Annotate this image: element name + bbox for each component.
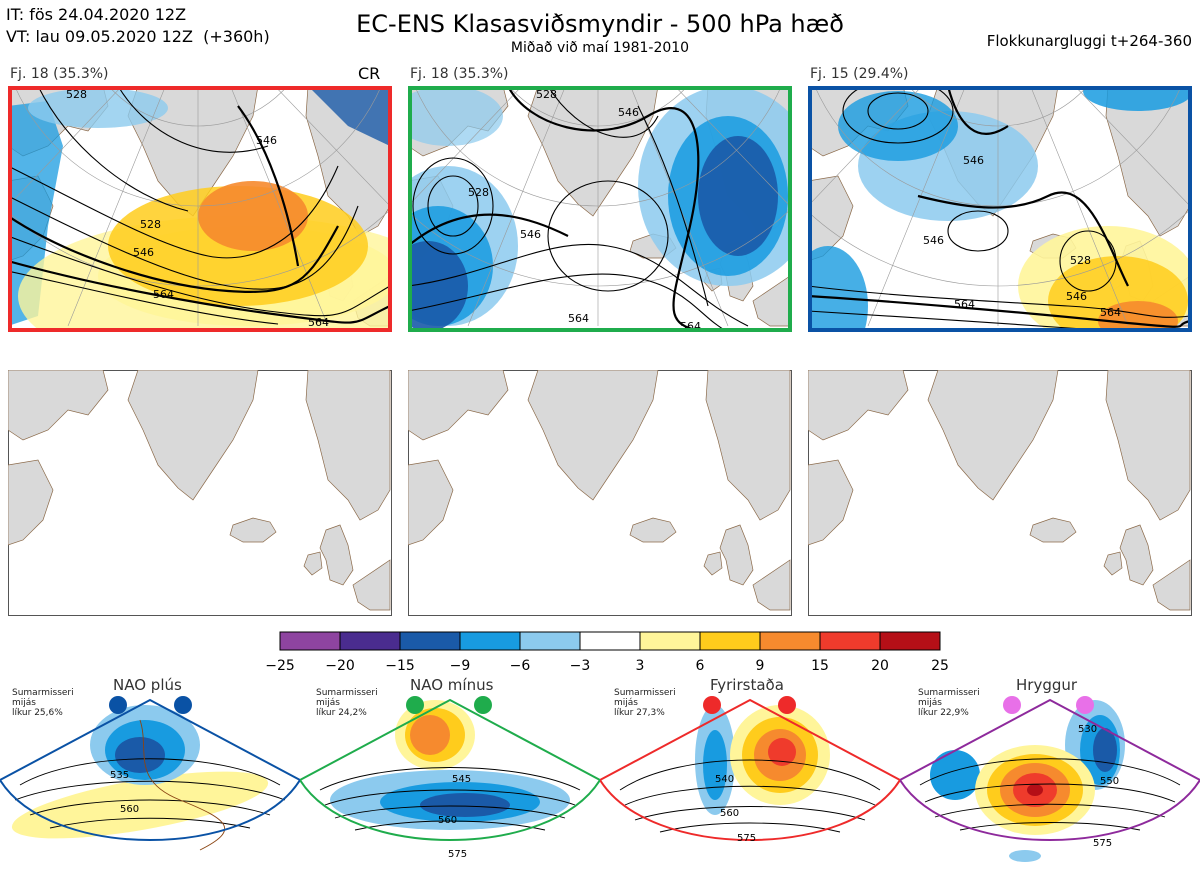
regime-blocking: 540 560 575: [600, 690, 900, 871]
blank-map-3: [808, 370, 1192, 616]
contour-label: 546: [133, 246, 154, 259]
colorbar-tick: −20: [325, 658, 355, 674]
colorbar-tick: −6: [510, 658, 531, 674]
contour-label: 564: [153, 288, 174, 301]
contour-label: 528: [536, 88, 557, 101]
regime-1-info: Sumarmisseri mijás líkur 25,6%: [12, 688, 74, 718]
panel-1-label: Fj. 18 (35.3%): [10, 66, 109, 82]
colorbar-swatch: [699, 631, 761, 651]
contour-label: 564: [1100, 306, 1121, 319]
contour-label: 575: [448, 849, 467, 860]
regime-nao-plus: 535 560: [0, 690, 300, 871]
contour-label: 546: [963, 154, 984, 167]
colorbar-swatch: [879, 631, 941, 651]
regime-4-marker: [1076, 696, 1094, 714]
regime-1-frame: [0, 698, 300, 841]
colorbar-tick: −3: [570, 658, 591, 674]
regime-4-title: Hryggur: [1016, 676, 1078, 694]
colorbar-swatch: [399, 631, 461, 651]
regime-ridge: 530 550 575: [900, 690, 1200, 871]
regime-1-title: NAO plús: [113, 676, 182, 694]
panel-1-frame: [8, 86, 392, 332]
page-title: EC-ENS Klasasviðsmyndir - 500 hPa hæð: [356, 10, 844, 38]
colorbar-swatch: [759, 631, 821, 651]
regime-2-frame: [300, 698, 600, 841]
page-subtitle: Miðað við maí 1981-2010: [510, 40, 690, 56]
regime-3-marker: [778, 696, 796, 714]
regime-2-marker: [406, 696, 424, 714]
window-label: Flokkunargluggi t+264-360: [986, 32, 1192, 50]
regime-nao-minus: 545 560 575: [300, 690, 600, 871]
colorbar-tick: 6: [696, 658, 705, 674]
regime-3-marker: [703, 696, 721, 714]
regime-2-info: Sumarmisseri mijás líkur 24,2%: [316, 688, 378, 718]
colorbar-tick: 3: [636, 658, 645, 674]
colorbar-swatch: [279, 631, 341, 651]
valid-time: VT: lau 09.05.2020 12Z (+360h): [6, 27, 270, 46]
contour-label: 564: [568, 312, 589, 325]
regime-1-marker: [109, 696, 127, 714]
colorbar-tick: −25: [265, 658, 295, 674]
contour-label: 546: [618, 106, 639, 119]
colorbar-swatch: [459, 631, 521, 651]
contour-label: 564: [954, 298, 975, 311]
colorbar-swatch: [639, 631, 701, 651]
contour-label: 575: [737, 833, 756, 844]
init-time: IT: fös 24.04.2020 12Z: [6, 5, 187, 24]
contour-label: 528: [1070, 254, 1091, 267]
contour-label: 528: [468, 186, 489, 199]
contour-label: 546: [520, 228, 541, 241]
colorbar-tick: −15: [385, 658, 415, 674]
contour-label: 560: [120, 804, 139, 815]
regime-4-frame: [900, 698, 1200, 841]
contour-label: 545: [452, 774, 471, 785]
panel-1-badge: CR: [358, 64, 381, 83]
blank-map-1: [8, 370, 392, 616]
regime-4-info: Sumarmisseri mijás líkur 22,9%: [918, 688, 980, 718]
cluster-map-3: 546 546 528 546 564 564: [808, 86, 1192, 332]
regime-3-info: Sumarmisseri mijás líkur 27,3%: [614, 688, 676, 718]
panel-2-frame: [408, 86, 792, 332]
blank-map-2: [408, 370, 792, 616]
colorbar-swatch: [519, 631, 581, 651]
contour-label: 550: [1100, 776, 1119, 787]
contour-label: 575: [1093, 838, 1112, 849]
panel-3-label: Fj. 15 (29.4%): [810, 66, 909, 82]
colorbar: −25 −20 −15 −9 −6 −3 3 6 9 15 20 25: [265, 631, 960, 678]
colorbar-tick: 25: [931, 658, 949, 674]
contour-label: 528: [140, 218, 161, 231]
cluster-map-2: 528 546 546 528 564 564: [408, 86, 792, 332]
colorbar-tick: 15: [811, 658, 829, 674]
contour-label: 530: [1078, 724, 1097, 735]
colorbar-swatch: [819, 631, 881, 651]
panel-2-label: Fj. 18 (35.3%): [410, 66, 509, 82]
cluster-map-1: 546 528 546 564 564 528: [8, 86, 392, 332]
regime-3-title: Fyrirstaða: [710, 676, 784, 694]
contour-label: 546: [1066, 290, 1087, 303]
regime-1-marker: [174, 696, 192, 714]
contour-label: 560: [720, 808, 739, 819]
contour-label: 546: [256, 134, 277, 147]
contour-label: 535: [110, 770, 129, 781]
regime-2-marker: [474, 696, 492, 714]
regime-3-frame: [600, 698, 900, 841]
regime-2-title: NAO mínus: [410, 676, 494, 694]
header-dates: IT: fös 24.04.2020 12Z VT: lau 09.05.202…: [6, 4, 270, 48]
colorbar-tick: 20: [871, 658, 889, 674]
contour-label: 528: [66, 88, 87, 101]
contour-label: 564: [308, 316, 329, 329]
colorbar-tick: 9: [756, 658, 765, 674]
colorbar-tick: −9: [450, 658, 471, 674]
regime-4-marker: [1003, 696, 1021, 714]
contour-label: 560: [438, 815, 457, 826]
colorbar-swatch: [579, 631, 641, 651]
contour-label: 540: [715, 774, 734, 785]
colorbar-swatch: [339, 631, 401, 651]
contour-label: 546: [923, 234, 944, 247]
panel-3-frame: [808, 86, 1192, 332]
